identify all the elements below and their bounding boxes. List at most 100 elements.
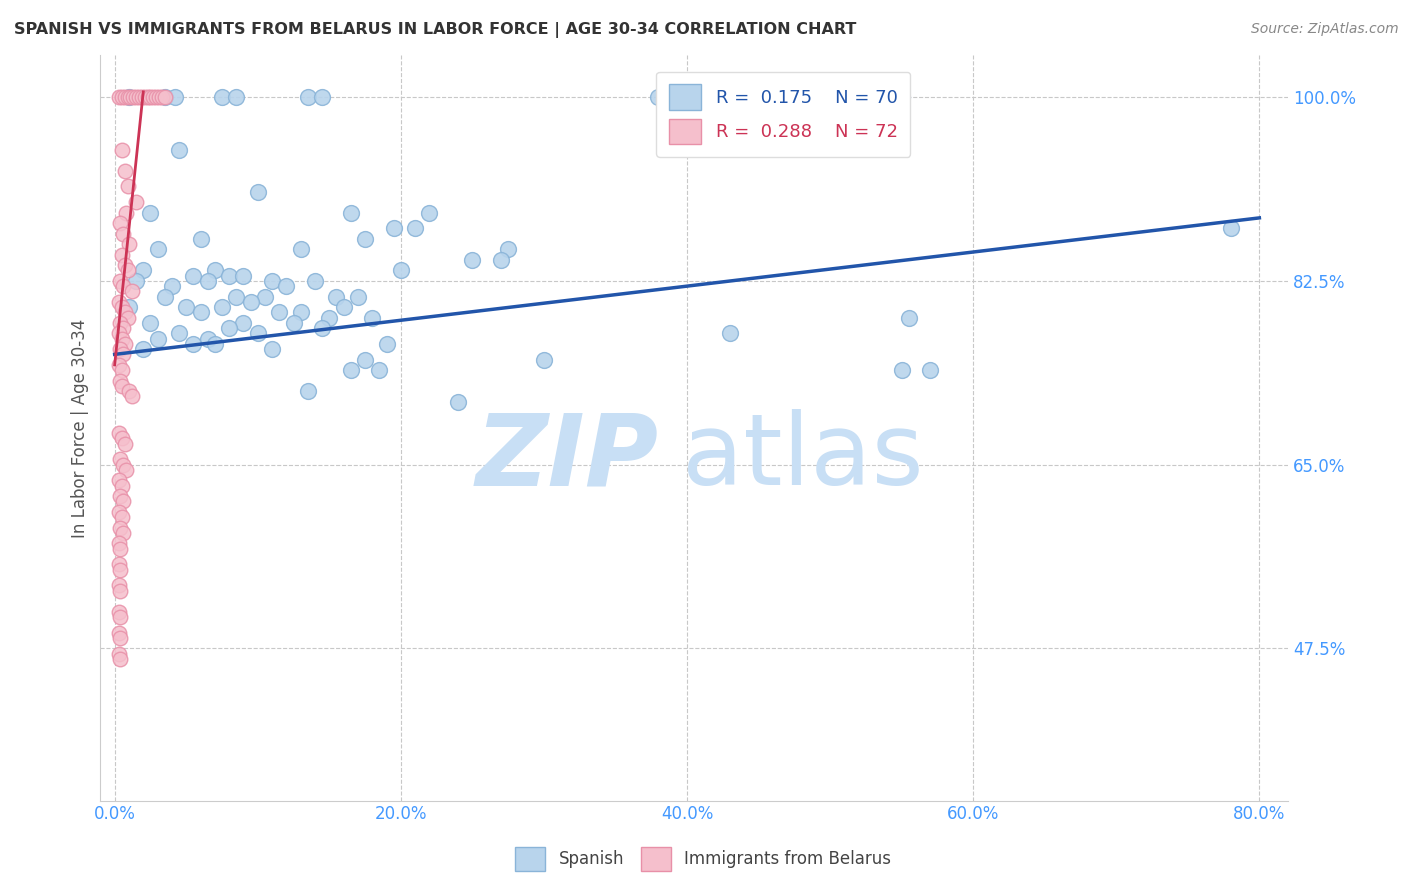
Point <box>108 558 131 572</box>
Point <box>108 625 131 640</box>
Point <box>283 316 305 330</box>
Point <box>461 252 484 267</box>
Point <box>118 300 141 314</box>
Point <box>111 332 134 346</box>
Point <box>339 205 361 219</box>
Point <box>118 384 141 398</box>
Point <box>108 578 131 592</box>
Point <box>225 90 247 104</box>
Point <box>110 521 132 535</box>
Text: ZIP: ZIP <box>475 409 658 506</box>
Point <box>115 205 138 219</box>
Point <box>382 221 405 235</box>
Point <box>153 90 176 104</box>
Point <box>269 305 291 319</box>
Point <box>297 384 319 398</box>
Point <box>139 90 162 104</box>
Point <box>114 90 136 104</box>
Point <box>211 90 233 104</box>
Point <box>111 300 134 314</box>
Point <box>112 458 135 472</box>
Point <box>418 205 440 219</box>
Point <box>110 274 132 288</box>
Point <box>167 326 190 341</box>
Point <box>139 316 162 330</box>
Point <box>111 143 134 157</box>
Point <box>112 321 135 335</box>
Point <box>108 605 131 619</box>
Point <box>246 326 269 341</box>
Point <box>110 610 132 624</box>
Point <box>134 90 156 104</box>
Point <box>111 431 134 445</box>
Point <box>389 263 412 277</box>
Point <box>447 394 470 409</box>
Point <box>260 342 283 356</box>
Point <box>204 337 226 351</box>
Point <box>111 90 134 104</box>
Point <box>121 285 143 299</box>
Point <box>112 525 135 540</box>
Point <box>125 195 148 210</box>
Point <box>304 274 326 288</box>
Point <box>183 337 205 351</box>
Point <box>122 90 145 104</box>
Point <box>125 90 148 104</box>
Point <box>110 652 132 666</box>
Point <box>150 90 173 104</box>
Point <box>117 179 139 194</box>
Point <box>118 90 141 104</box>
Point <box>253 290 276 304</box>
Point <box>115 463 138 477</box>
Point <box>920 363 942 377</box>
Point <box>246 185 269 199</box>
Point <box>533 352 555 367</box>
Y-axis label: In Labor Force | Age 30-34: In Labor Force | Age 30-34 <box>72 318 89 538</box>
Point <box>368 363 391 377</box>
Point <box>112 494 135 508</box>
Point <box>153 290 176 304</box>
Point <box>375 337 398 351</box>
Point <box>239 294 262 309</box>
Point <box>125 274 148 288</box>
Text: SPANISH VS IMMIGRANTS FROM BELARUS IN LABOR FORCE | AGE 30-34 CORRELATION CHART: SPANISH VS IMMIGRANTS FROM BELARUS IN LA… <box>14 22 856 38</box>
Point <box>232 316 254 330</box>
Point <box>136 90 159 104</box>
Point <box>232 268 254 283</box>
Point <box>325 290 347 304</box>
Point <box>121 389 143 403</box>
Point <box>108 294 131 309</box>
Point <box>117 310 139 325</box>
Point <box>142 90 165 104</box>
Point <box>890 90 912 104</box>
Point <box>225 290 247 304</box>
Point <box>131 90 153 104</box>
Point <box>108 536 131 550</box>
Point <box>120 90 142 104</box>
Point <box>297 90 319 104</box>
Point <box>112 347 135 361</box>
Point <box>114 163 136 178</box>
Point <box>718 326 741 341</box>
Point <box>114 258 136 272</box>
Point <box>153 90 176 104</box>
Point <box>114 436 136 450</box>
Point <box>132 342 155 356</box>
Point <box>897 310 920 325</box>
Point <box>110 342 132 356</box>
Point <box>311 321 333 335</box>
Point <box>183 268 205 283</box>
Point <box>114 337 136 351</box>
Point <box>117 263 139 277</box>
Point <box>108 647 131 661</box>
Point <box>110 583 132 598</box>
Text: Source: ZipAtlas.com: Source: ZipAtlas.com <box>1251 22 1399 37</box>
Point <box>496 243 519 257</box>
Point <box>290 305 312 319</box>
Point <box>146 243 169 257</box>
Point <box>139 205 162 219</box>
Point <box>111 379 134 393</box>
Point <box>110 374 132 388</box>
Point <box>108 474 131 488</box>
Point <box>311 90 333 104</box>
